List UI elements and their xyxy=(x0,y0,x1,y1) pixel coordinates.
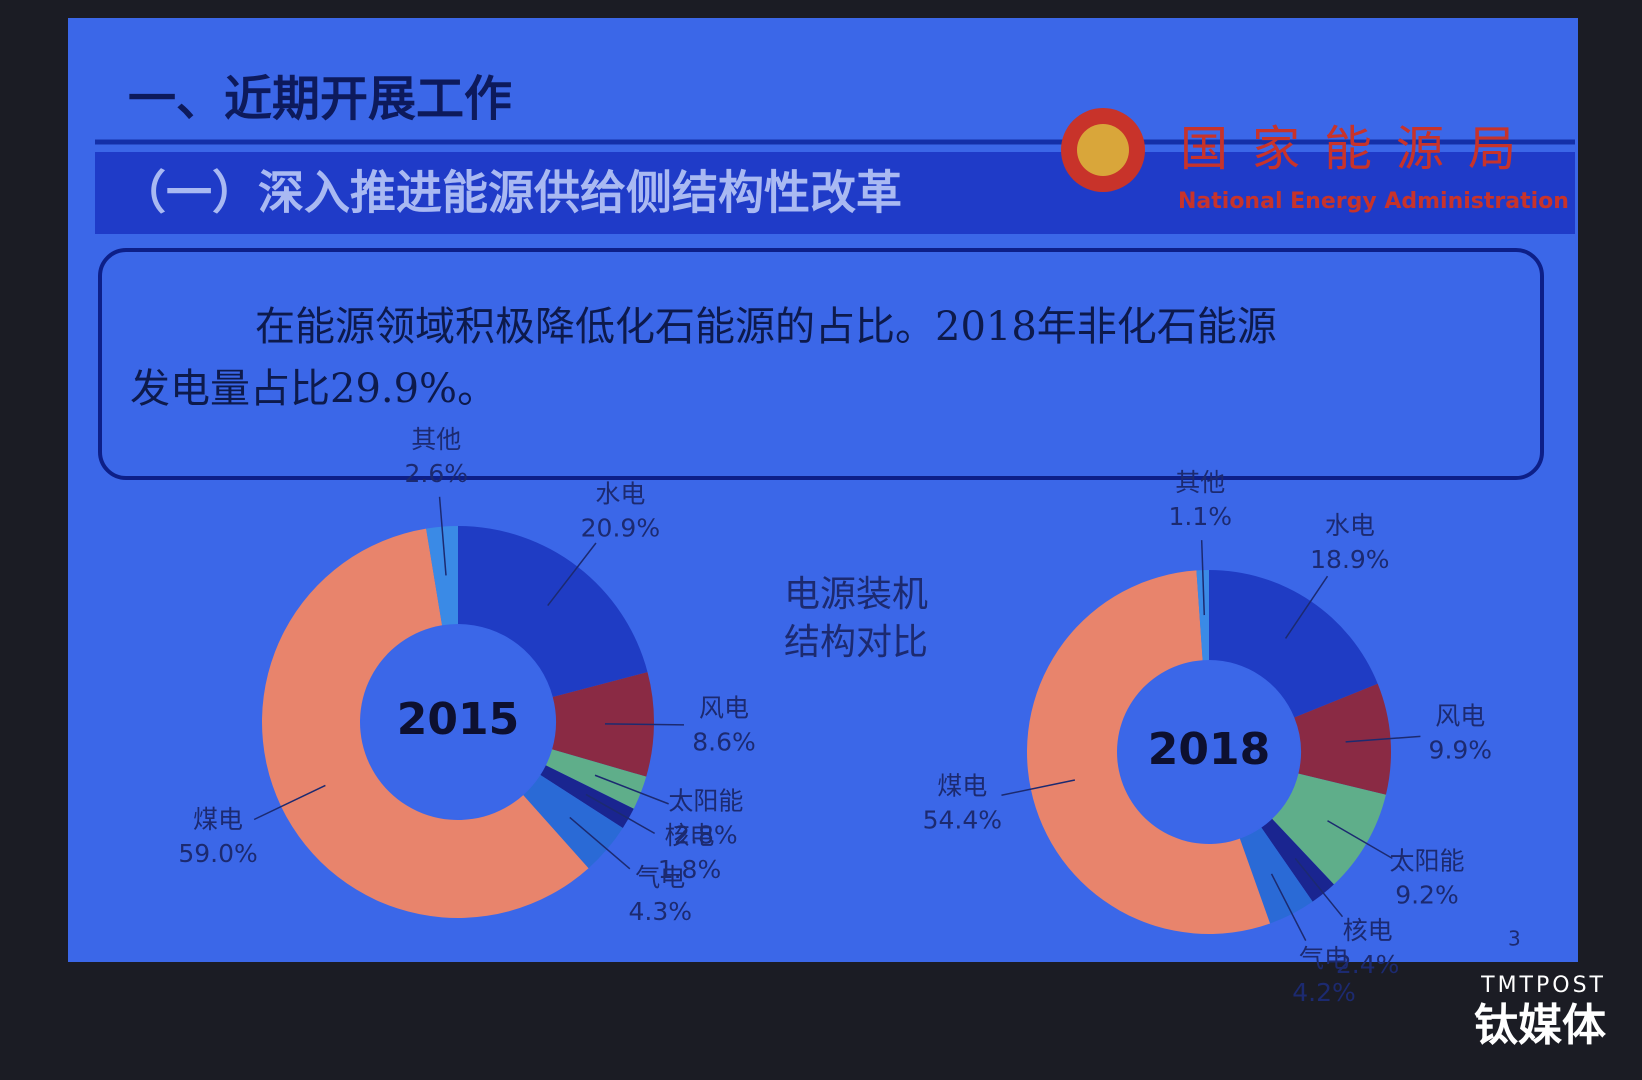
slice-label: 风电 xyxy=(1435,701,1485,730)
slice-label: 其他 xyxy=(1175,468,1225,497)
section-title: 一、近期开展工作 xyxy=(128,71,512,127)
donut-hole xyxy=(361,625,555,819)
logo-cn: 国家能源局 xyxy=(1180,121,1540,177)
pie-slice xyxy=(1239,827,1313,924)
leader-line xyxy=(253,784,326,821)
slice-label: 核电 xyxy=(1343,916,1393,945)
value-label: 59.0% xyxy=(178,839,257,868)
emblem-inner xyxy=(1077,124,1129,176)
leader-line xyxy=(1200,540,1206,616)
paragraph-line: 在能源领域积极降低化石能源的占比。2018年非化石能源 xyxy=(255,304,1277,350)
leader-line xyxy=(1284,575,1329,639)
donut-hole xyxy=(1118,661,1300,843)
value-label: 2.4% xyxy=(1336,950,1400,979)
leader-line xyxy=(594,774,669,805)
value-label: 1.1% xyxy=(1169,502,1233,531)
pie-slice xyxy=(458,526,648,698)
leader-line xyxy=(604,723,684,726)
leader-line xyxy=(1270,873,1307,941)
pie-slice xyxy=(1196,570,1209,661)
paragraph-line: 发电量占比29.9%。 xyxy=(130,366,497,412)
watermark-brand: TMTPOST xyxy=(1480,973,1606,998)
value-label: 2.6% xyxy=(405,459,469,488)
value-label: 54.4% xyxy=(923,805,1002,834)
pie-slice xyxy=(540,765,634,829)
slice-label: 水电 xyxy=(1325,511,1375,540)
slice-label: 太阳能 xyxy=(1389,846,1464,875)
pie-slice xyxy=(1272,773,1386,885)
value-label: 9.9% xyxy=(1429,735,1493,764)
value-label: 20.9% xyxy=(581,513,660,542)
value-label: 2.8% xyxy=(674,820,738,849)
pie-slice xyxy=(545,749,647,809)
slice-label: 其他 xyxy=(411,425,461,454)
leader-line xyxy=(547,542,597,607)
pie-slice xyxy=(1294,683,1392,795)
value-label: 1.8% xyxy=(658,855,722,884)
leader-line xyxy=(1327,820,1393,860)
slice-label: 煤电 xyxy=(193,805,243,834)
center-label: 结构对比 xyxy=(784,622,928,663)
leader-line xyxy=(585,793,656,835)
value-label: 18.9% xyxy=(1310,545,1389,574)
logo-en: National Energy Administration xyxy=(1178,189,1569,214)
center-label: 电源装机 xyxy=(784,574,928,615)
value-label: 9.2% xyxy=(1395,880,1459,909)
pie-slice xyxy=(1209,570,1378,718)
slice-label: 煤电 xyxy=(937,771,987,800)
leader-line xyxy=(1001,779,1076,797)
value-label: 4.2% xyxy=(1292,978,1356,1007)
text-box xyxy=(98,248,1544,480)
slice-label: 气电 xyxy=(635,863,685,892)
value-label: 8.6% xyxy=(692,727,756,756)
leader-line xyxy=(1345,735,1421,743)
slice-label: 水电 xyxy=(595,479,645,508)
leader-line xyxy=(438,496,447,576)
pie-slice xyxy=(1027,570,1271,934)
slice-label: 太阳能 xyxy=(668,786,743,815)
slice-label: 风电 xyxy=(699,693,749,722)
pie-slice xyxy=(262,528,589,919)
pie-slice xyxy=(552,672,654,777)
chart-title: 2018 xyxy=(1148,724,1270,775)
leader-line xyxy=(1294,857,1344,918)
chart-title: 2015 xyxy=(397,694,519,745)
leader-line xyxy=(569,816,631,870)
pie-slice xyxy=(523,775,623,869)
watermark-name: 钛媒体 xyxy=(1474,1000,1606,1051)
pie-slice xyxy=(426,526,458,626)
page-number: 3 xyxy=(1508,927,1521,951)
subtitle: （一）深入推进能源供给侧结构性改革 xyxy=(120,166,902,220)
slice-label: 气电 xyxy=(1299,944,1349,973)
charts: 水电20.9%风电8.6%太阳能2.8%核电1.8%气电4.3%煤电59.0%其… xyxy=(178,425,1492,1007)
value-label: 4.3% xyxy=(629,897,693,926)
slice-label: 核电 xyxy=(664,821,714,850)
subtitle-band xyxy=(95,152,1575,234)
